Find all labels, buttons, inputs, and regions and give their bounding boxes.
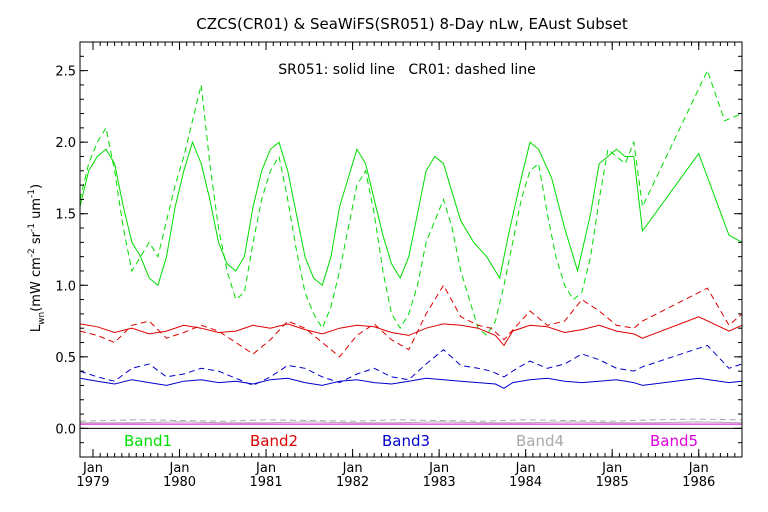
legend-entry-band5: Band5 [650,432,698,450]
y-axis-units-suffix: ) [29,184,44,189]
line-style-annotation: SR051: solid line CR01: dashed line [278,62,535,78]
y-tick-label: 0.0 [55,422,76,437]
series-band3-dashed-line [79,344,743,386]
y-axis-units-mid1: sr [29,231,44,248]
x-tick-month-label: Jan [255,461,276,476]
x-tick-year-label: 1983 [423,475,456,490]
series-band1-solid-line [79,140,743,287]
y-tick-label: 2.0 [55,136,76,151]
y-tick-label: 1.5 [55,208,76,223]
x-tick-year-label: 1979 [76,475,109,490]
chart-title: CZCS(CR01) & SeaWiFS(SR051) 8-Day nLw, E… [196,15,628,33]
y-axis-label-main: L [29,324,44,332]
x-tick-year-label: 1981 [250,475,283,490]
x-tick-month-label: Jan [428,461,449,476]
x-tick-year-label: 1982 [336,475,369,490]
legend-entry-band4: Band4 [516,432,564,450]
series-layer [79,69,743,425]
x-axis: Jan1979Jan1980Jan1981Jan1982Jan1983Jan19… [76,42,743,490]
y-tick-label: 0.5 [55,351,76,366]
legend-entry-band1: Band1 [124,432,172,450]
x-tick-month-label: Jan [688,461,709,476]
x-tick-month-label: Jan [515,461,536,476]
x-tick-month-label: Jan [601,461,622,476]
legend: Band1 Band2 Band3 Band4 Band5 [124,432,698,450]
series-band2-solid-line [79,316,743,347]
x-tick-month-label: Jan [342,461,363,476]
y-axis-units-exp2: -1 [27,223,37,232]
x-tick-month-label: Jan [168,461,189,476]
x-tick-year-label: 1980 [163,475,196,490]
y-tick-label: 1.0 [55,279,76,294]
x-tick-year-label: 1986 [682,475,715,490]
plot-frame [79,41,743,458]
series-band4-dashed-line [79,418,743,422]
series-band2-dashed-line [79,284,743,358]
series-band3-solid-line [79,377,743,389]
legend-entry-band3: Band3 [382,432,430,450]
y-axis-units-prefix: (mW cm [29,257,44,312]
x-tick-year-label: 1985 [596,475,629,490]
x-tick-year-label: 1984 [509,475,542,490]
legend-entry-band2: Band2 [250,432,298,450]
y-axis-label: Lwn(mW cm-2 sr-1 um-1) [27,184,47,332]
y-axis-units-exp3: -1 [27,189,37,198]
y-axis: 0.0 0.5 1.0 1.5 2.0 2.5 [55,41,742,458]
series-band4-solid-line [80,421,743,424]
y-axis-label-sub: wn [37,312,47,325]
x-tick-month-label: Jan [82,461,103,476]
y-axis-units-exp1: -2 [27,248,37,257]
y-tick-label: 2.5 [55,65,76,80]
series-band1-dashed-line [79,69,743,337]
y-axis-units-mid2: um [29,198,44,223]
